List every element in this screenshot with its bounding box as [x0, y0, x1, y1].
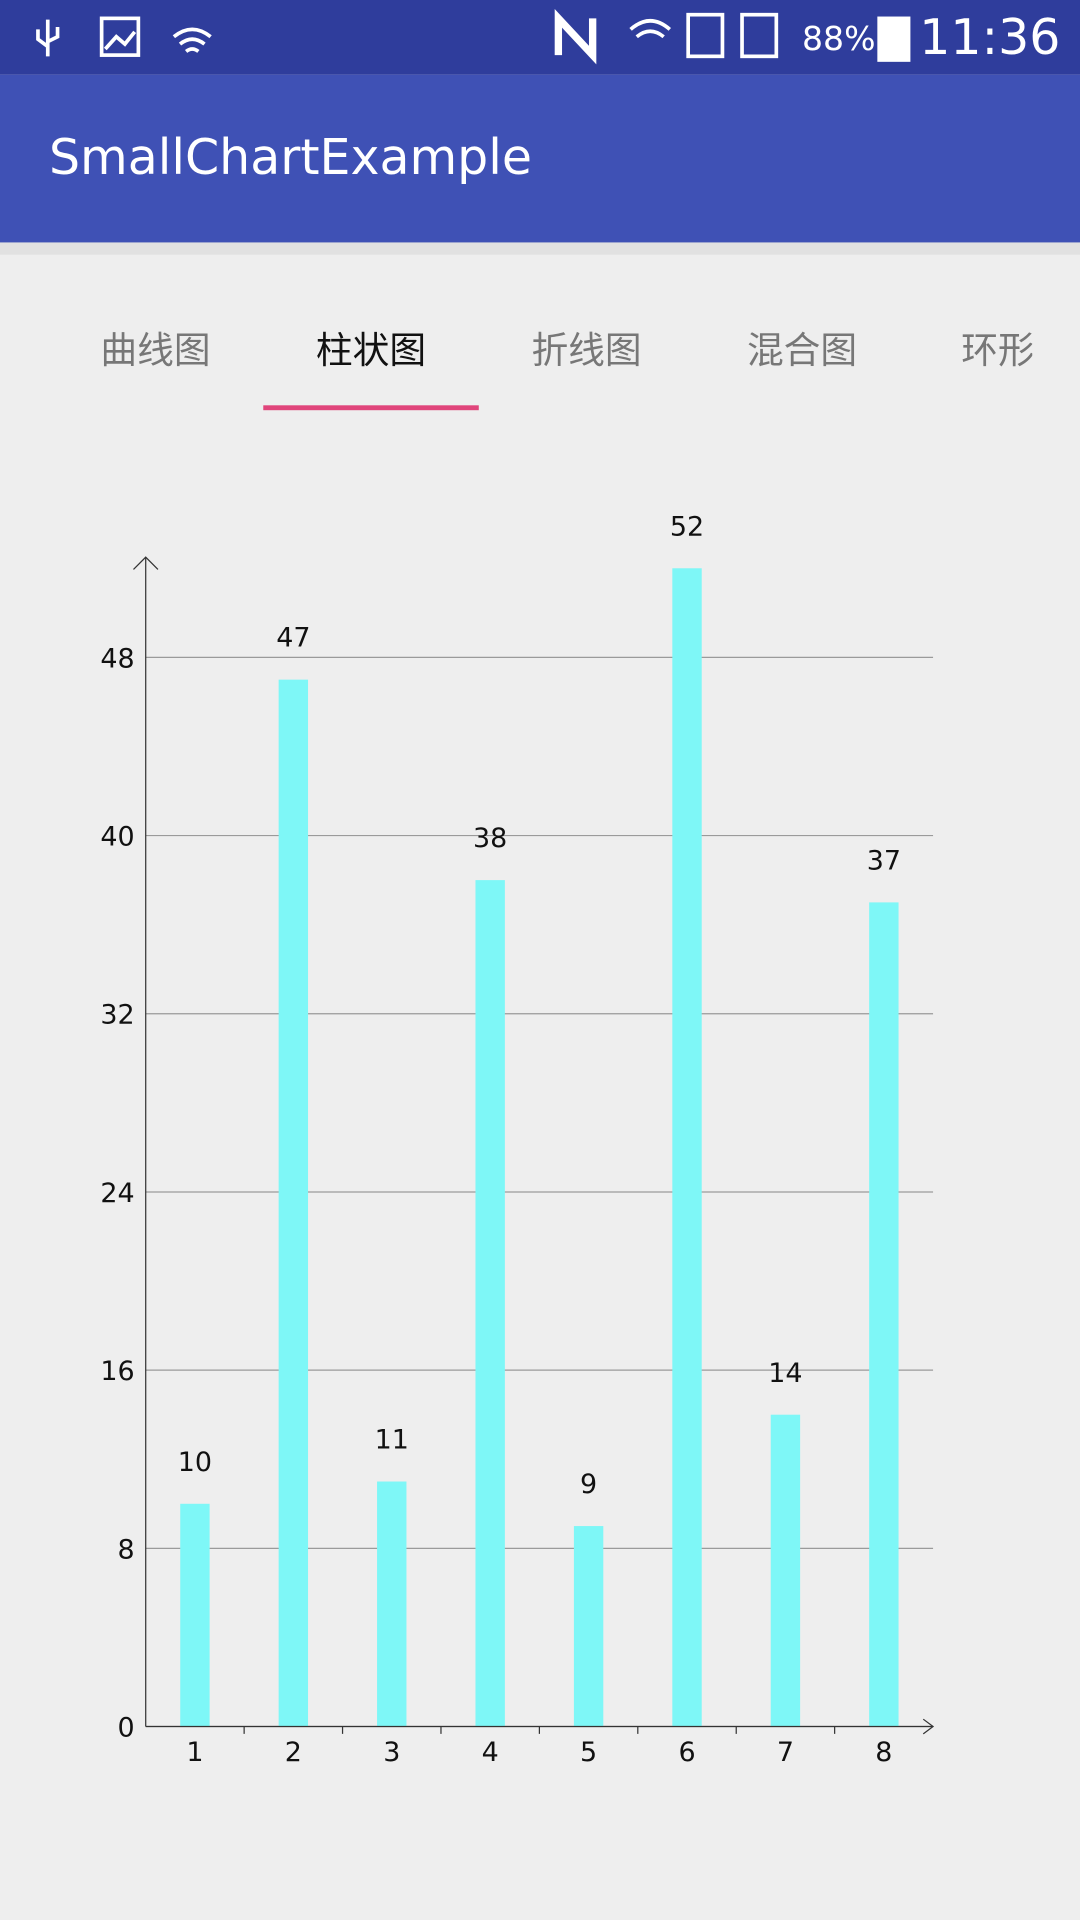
x-tick-label: 4: [482, 1737, 499, 1768]
value-label: 10: [178, 1447, 212, 1478]
x-tick-label: 2: [285, 1737, 302, 1768]
tab[interactable]: 环形: [961, 329, 1034, 372]
x-axis-arrow: [922, 1718, 935, 1735]
app-bar: [0, 74, 1080, 243]
value-label: 9: [580, 1469, 597, 1500]
clock: 11:36: [919, 9, 1060, 66]
app-title: SmallChartExample: [49, 129, 532, 186]
y-tick-label: 0: [118, 1712, 135, 1743]
value-label: 52: [670, 511, 704, 542]
x-tick-label: 3: [383, 1737, 400, 1768]
y-tick-label: 40: [100, 822, 134, 853]
y-tick-label: 48: [100, 643, 134, 674]
battery-percent: 88%: [802, 19, 875, 58]
y-tick-label: 16: [100, 1356, 134, 1387]
y-tick-label: 8: [118, 1534, 135, 1565]
x-tick-label: 7: [777, 1737, 794, 1768]
y-axis-arrow: [133, 556, 159, 570]
value-label: 11: [375, 1425, 409, 1456]
bar: [180, 1503, 210, 1727]
x-tick-label: 6: [678, 1737, 695, 1768]
tab[interactable]: 曲线图: [100, 329, 210, 372]
bar: [770, 1414, 801, 1727]
tab-selected[interactable]: 柱状图: [316, 329, 426, 372]
value-label: 47: [276, 623, 310, 654]
value-label: 37: [867, 845, 901, 876]
status-icons: [36, 9, 911, 65]
x-tick-label: 1: [186, 1737, 203, 1768]
x-tick-label: 8: [875, 1737, 892, 1768]
y-tick-label: 24: [100, 1178, 134, 1209]
x-tick-label: 5: [580, 1737, 597, 1768]
bar: [278, 679, 309, 1727]
bar: [869, 902, 899, 1727]
bar: [573, 1526, 604, 1727]
app-bar-shadow: [0, 242, 1080, 255]
bar: [377, 1481, 407, 1727]
bar: [475, 880, 505, 1727]
bar: [672, 568, 702, 1727]
tab-indicator: [263, 405, 479, 411]
tab[interactable]: 混合图: [747, 329, 857, 372]
tab[interactable]: 折线图: [531, 329, 641, 372]
value-label: 14: [768, 1358, 802, 1389]
value-label: 38: [473, 823, 507, 854]
status-bar: [0, 0, 1080, 75]
y-tick-label: 32: [100, 1000, 134, 1031]
